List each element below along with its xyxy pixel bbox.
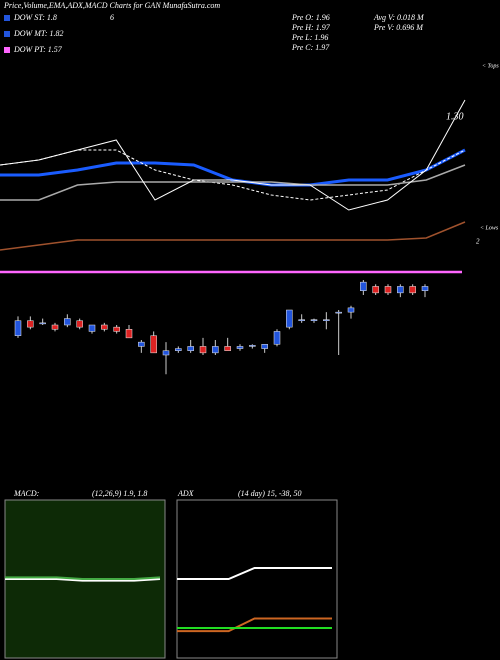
candle-body bbox=[360, 281, 367, 291]
candle-body bbox=[64, 318, 71, 326]
legend-swatch bbox=[4, 15, 10, 21]
stat: Avg V: 0.018 M bbox=[373, 13, 425, 22]
candle-body bbox=[261, 344, 268, 349]
candle-body bbox=[101, 324, 108, 330]
candle-body bbox=[286, 309, 293, 328]
candle-body bbox=[27, 320, 34, 328]
candle-body bbox=[162, 350, 170, 356]
ema-line bbox=[0, 149, 466, 201]
lows-label: < Lows bbox=[480, 225, 499, 231]
adx-label: ADX bbox=[177, 489, 195, 498]
marker: 6 bbox=[110, 13, 114, 22]
candle-body bbox=[187, 346, 194, 351]
stat: Pre V: 0.696 M bbox=[373, 23, 424, 32]
candle-body bbox=[212, 346, 219, 354]
candle-body bbox=[273, 331, 281, 345]
stat: Pre H: 1.97 bbox=[291, 23, 331, 32]
macd-label: MACD: bbox=[13, 489, 40, 498]
macd-line bbox=[5, 578, 161, 582]
candle-body bbox=[175, 348, 182, 351]
macd-line bbox=[5, 576, 161, 580]
candle-body bbox=[323, 319, 330, 321]
tops-label: < Tops bbox=[482, 63, 499, 69]
candle-body bbox=[298, 319, 305, 321]
candle-body bbox=[150, 335, 157, 354]
candle-body bbox=[421, 286, 429, 291]
dow-mt: DOW MT: 1.82 bbox=[13, 29, 64, 38]
candle-body bbox=[39, 322, 46, 325]
candle-body bbox=[224, 346, 231, 351]
ema-line bbox=[0, 99, 466, 211]
candle-body bbox=[249, 345, 256, 347]
candle-body bbox=[236, 346, 244, 349]
candle-body bbox=[372, 286, 379, 294]
stat: Pre C: 1.97 bbox=[291, 43, 330, 52]
candle-body bbox=[384, 286, 392, 294]
macd-params: (12,26,9) 1.9, 1.8 bbox=[92, 489, 147, 498]
candle-body bbox=[347, 307, 355, 313]
candle-body bbox=[51, 324, 59, 330]
stat: Pre O: 1.96 bbox=[291, 13, 330, 22]
candle-body bbox=[335, 311, 342, 314]
price-label: 1.30 bbox=[446, 111, 464, 122]
dow-pt: DOW PT: 1.57 bbox=[13, 45, 63, 54]
dow-st: DOW ST: 1.8 bbox=[13, 13, 57, 22]
adx-line bbox=[177, 617, 332, 633]
lows-value: 2 bbox=[476, 238, 480, 246]
candle-body bbox=[397, 286, 404, 294]
ema-line bbox=[0, 164, 466, 201]
candle-body bbox=[199, 346, 207, 354]
ema-line bbox=[0, 221, 466, 251]
title: Price,Volume,EMA,ADX,MACD Charts for GAN… bbox=[3, 1, 220, 10]
stat: Pre L: 1.96 bbox=[291, 33, 328, 42]
candle-body bbox=[113, 326, 120, 332]
candle-body bbox=[409, 286, 416, 294]
adx-params: (14 day) 15, -38, 50 bbox=[238, 489, 302, 498]
candle-body bbox=[76, 320, 83, 328]
candle-body bbox=[310, 319, 318, 321]
legend-swatch bbox=[4, 47, 10, 53]
candle-body bbox=[88, 324, 96, 332]
adx-line bbox=[177, 566, 332, 580]
candle-body bbox=[14, 320, 22, 336]
candle-body bbox=[138, 341, 145, 347]
legend-swatch bbox=[4, 31, 10, 37]
candle-body bbox=[125, 329, 133, 339]
